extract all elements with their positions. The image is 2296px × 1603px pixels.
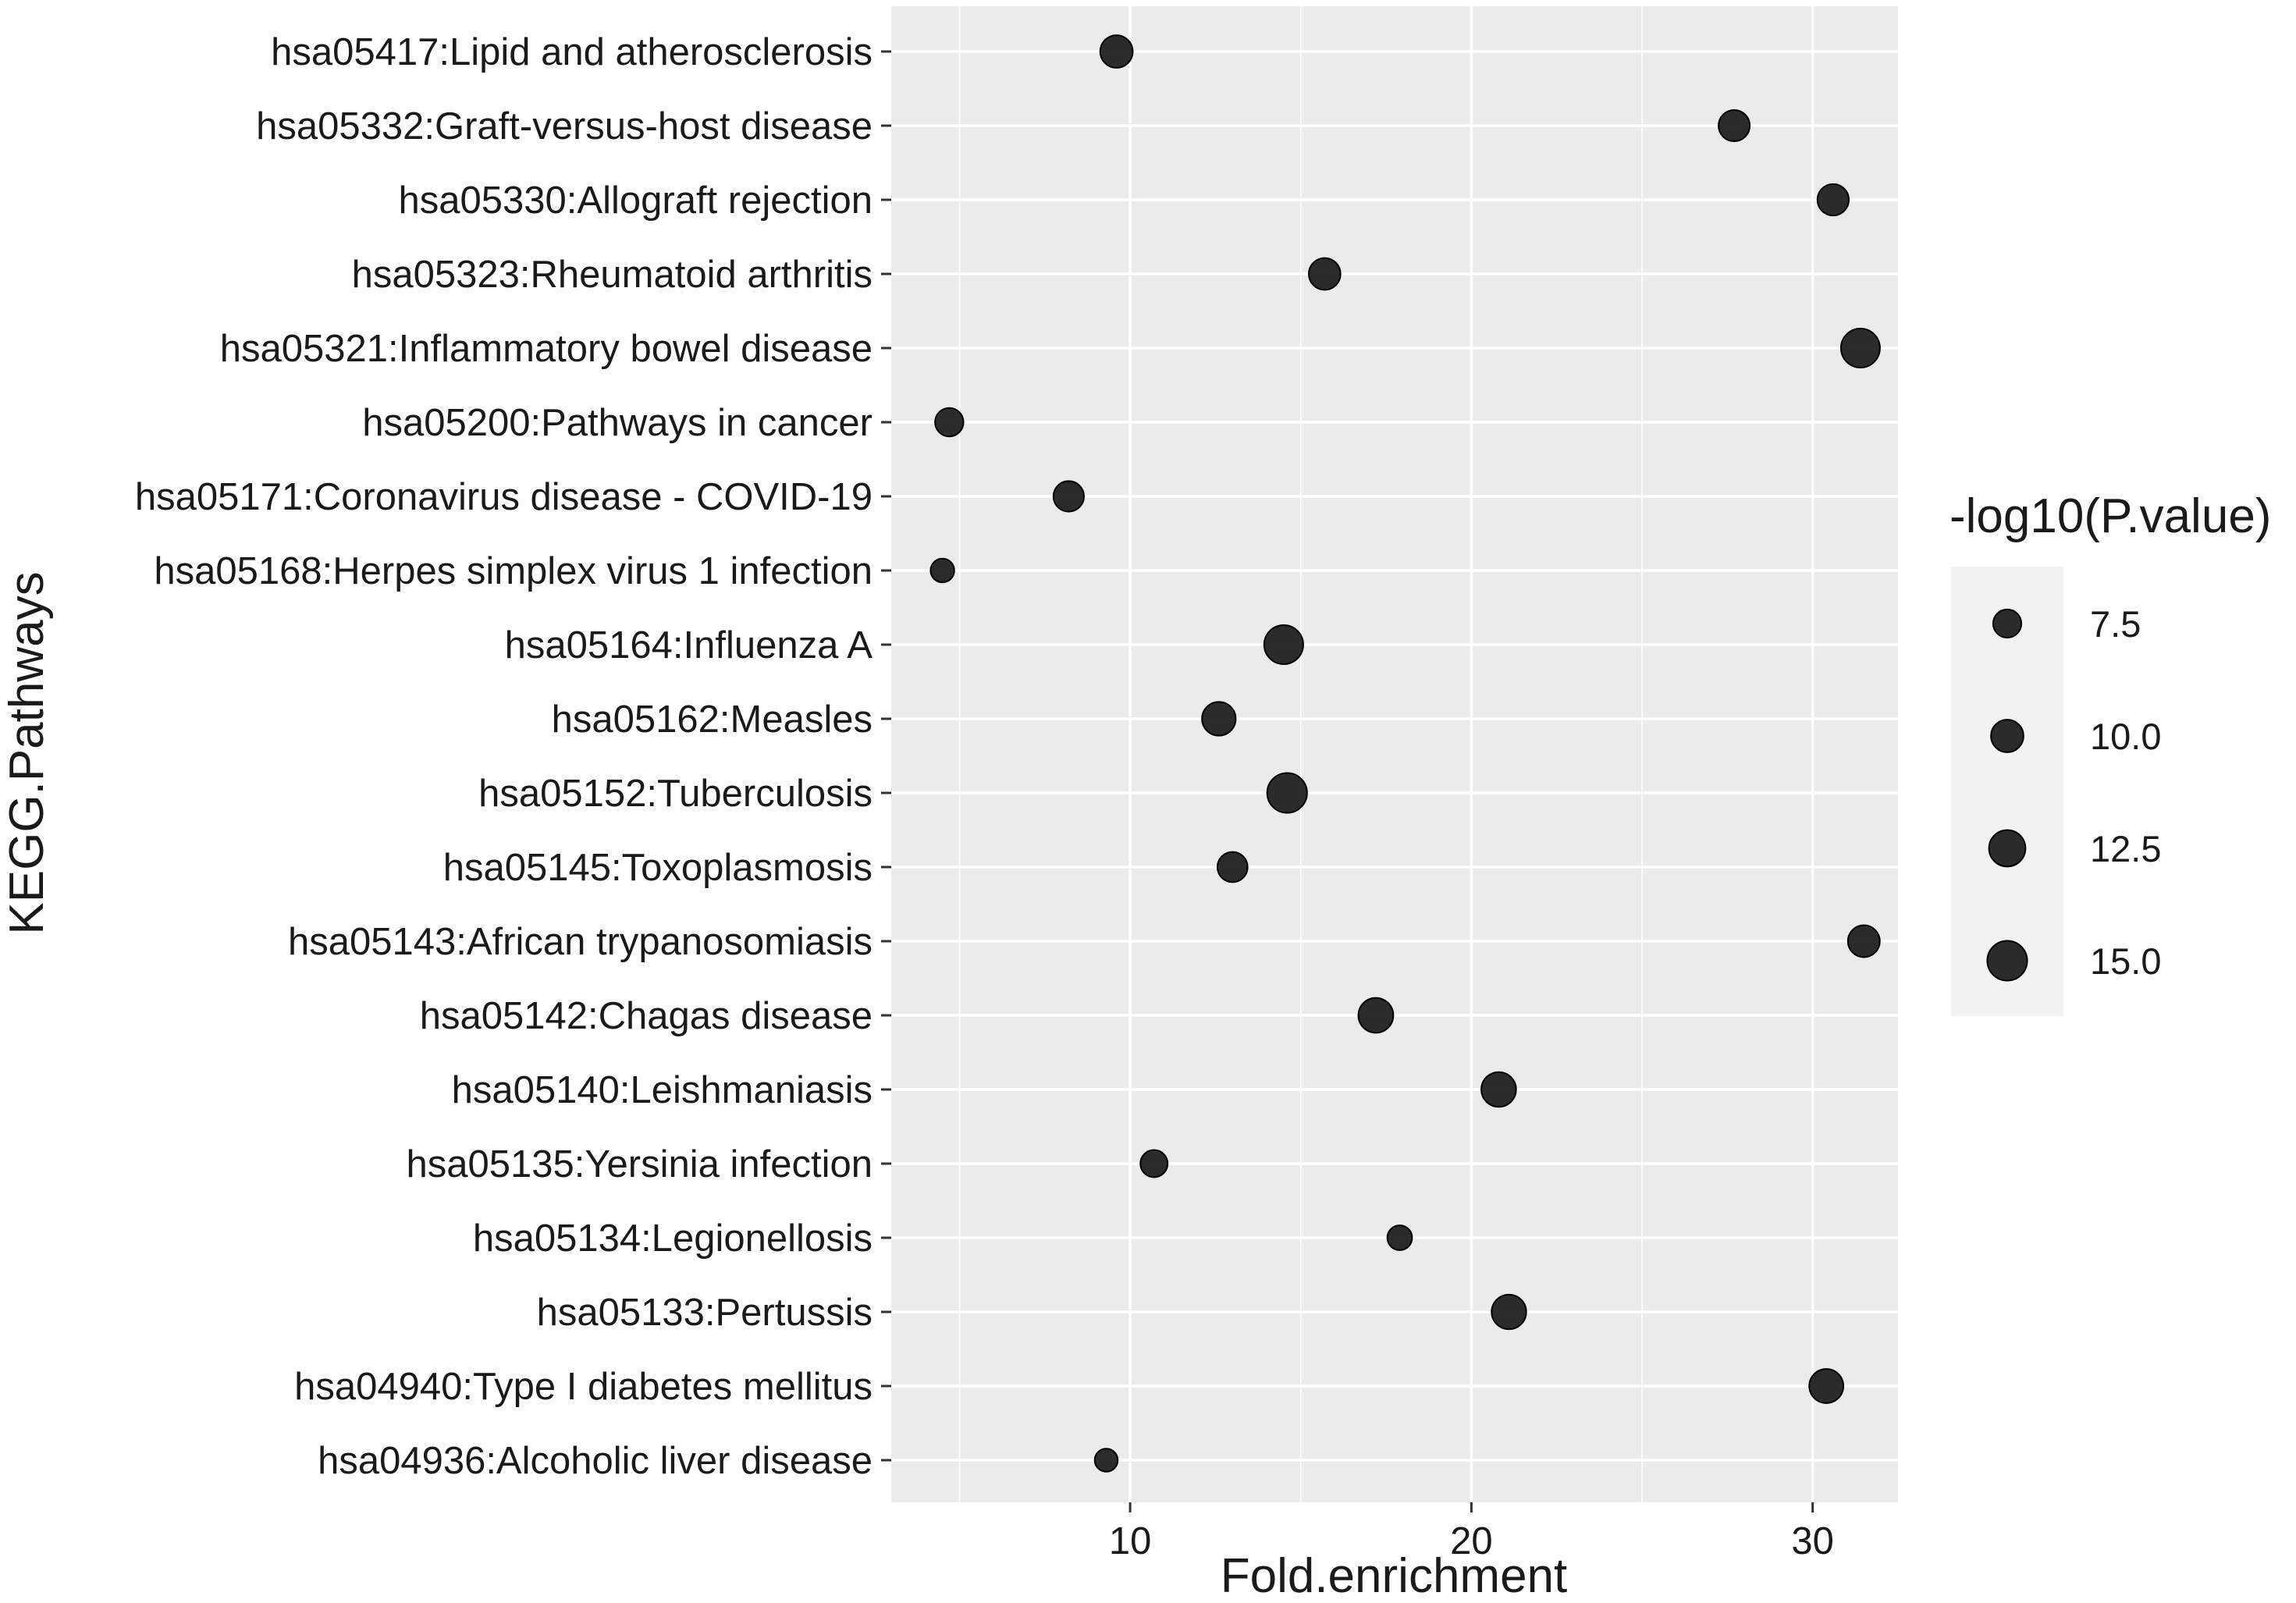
legend-label: 12.5 [2090, 828, 2161, 869]
data-point [1808, 1368, 1845, 1404]
y-tick-label: hsa05152:Tuberculosis [478, 773, 873, 815]
y-tick-label: hsa04936:Alcoholic liver disease [318, 1440, 873, 1482]
data-point [1816, 183, 1850, 217]
plot-panel [891, 6, 1898, 1502]
data-point [1480, 1071, 1517, 1108]
data-point [1266, 772, 1308, 814]
panel-background [891, 6, 1898, 1502]
y-tick-label: hsa05135:Yersinia infection [406, 1143, 873, 1185]
y-tick-label: hsa05321:Inflammatory bowel disease [220, 328, 873, 370]
data-point [1099, 34, 1134, 69]
data-point [1201, 701, 1237, 737]
x-axis-title: Fold.enrichment [1221, 1549, 1568, 1603]
y-tick-label: hsa05332:Graft-versus-host disease [256, 105, 873, 148]
y-axis-title: KEGG.Pathways [0, 571, 54, 934]
data-point [934, 407, 965, 438]
legend-key-circle [1988, 829, 2027, 868]
x-tick-label: 10 [1109, 1520, 1152, 1562]
legend-label: 15.0 [2090, 940, 2161, 982]
data-point [1263, 624, 1304, 666]
data-point [1846, 924, 1881, 958]
legend-key-circle [1986, 940, 2028, 982]
legend-key-circle [1990, 719, 2024, 753]
x-axis-ticks: 10 20 30 [1109, 1502, 1834, 1562]
legend-key-circle [1992, 608, 2023, 639]
y-tick-label: hsa05142:Chagas disease [420, 995, 873, 1037]
legend: -log10(P.value) 7.5 10.0 12.5 15.0 [1949, 489, 2271, 1016]
x-tick-label: 20 [1450, 1520, 1493, 1562]
y-tick-label: hsa05140:Leishmaniasis [452, 1069, 873, 1111]
data-point [1308, 257, 1342, 291]
y-axis-ticks: hsa05417:Lipid and atherosclerosis hsa053… [135, 31, 891, 1482]
data-point [1139, 1149, 1169, 1178]
data-point [1216, 851, 1249, 883]
y-tick-label: hsa05164:Influenza A [505, 624, 873, 666]
data-point [1839, 328, 1881, 368]
data-point [1093, 1448, 1119, 1473]
y-tick-label: hsa04940:Type I diabetes mellitus [294, 1366, 873, 1408]
data-point [929, 557, 955, 584]
y-tick-label: hsa05330:Allograft rejection [399, 179, 873, 222]
y-tick-label: hsa05417:Lipid and atherosclerosis [271, 31, 873, 73]
y-tick-label: hsa05171:Coronavirus disease - COVID-19 [135, 476, 873, 518]
data-point [1052, 480, 1085, 513]
data-point [1718, 108, 1751, 143]
y-tick-label: hsa05168:Herpes simplex virus 1 infectio… [154, 550, 873, 592]
data-point [1386, 1224, 1413, 1251]
legend-label: 10.0 [2090, 716, 2161, 757]
data-point [1357, 997, 1395, 1034]
y-tick-label: hsa05200:Pathways in cancer [362, 402, 873, 444]
y-tick-label: hsa05133:Pertussis [537, 1292, 873, 1334]
y-tick-label: hsa05323:Rheumatoid arthritis [352, 254, 873, 296]
legend-label: 7.5 [2090, 603, 2141, 645]
y-tick-label: hsa05145:Toxoplasmosis [443, 847, 873, 889]
data-points [929, 34, 1881, 1473]
y-tick-label: hsa05134:Legionellosis [473, 1217, 873, 1260]
legend-title: -log10(P.value) [1949, 489, 2271, 543]
y-tick-label: hsa05162:Measles [552, 698, 873, 741]
y-tick-label: hsa05143:African trypanosomiasis [288, 921, 873, 963]
x-tick-label: 30 [1791, 1520, 1834, 1562]
data-point [1491, 1293, 1527, 1331]
